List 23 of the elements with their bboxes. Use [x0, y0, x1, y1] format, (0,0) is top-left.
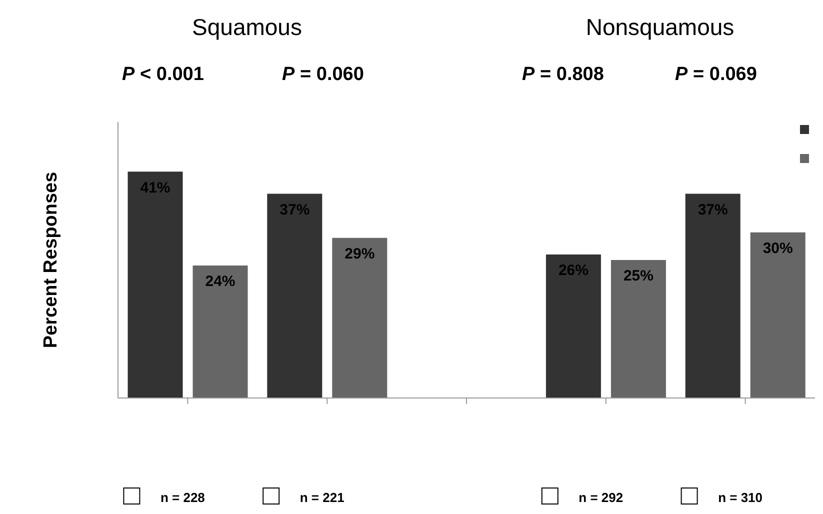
bar [750, 232, 806, 398]
data-label: 25% [623, 268, 654, 285]
bar [267, 194, 322, 398]
y-axis-title: Percent Responses [40, 172, 62, 348]
x-tick-label: n = 292 [578, 490, 624, 505]
bar [610, 260, 666, 398]
x-tick-label: n = 310 [718, 490, 763, 505]
text: Nonsquamous [586, 14, 734, 41]
bar [546, 254, 601, 398]
data-label: 30% [762, 240, 793, 258]
text: P = 0.060 [282, 64, 364, 86]
bar [332, 238, 388, 398]
bar [128, 172, 183, 398]
text: P < 0.001 [122, 64, 204, 86]
x-tick-label: n = 228 [160, 490, 205, 505]
data-label: 24% [205, 273, 236, 290]
text: P = 0.069 [675, 64, 757, 86]
bar [685, 194, 740, 398]
text: P = 0.808 [522, 64, 604, 86]
text: Squamous [192, 14, 302, 41]
bar [192, 266, 248, 398]
x-tick-label: n = 221 [300, 490, 344, 505]
data-label: 29% [344, 246, 375, 263]
